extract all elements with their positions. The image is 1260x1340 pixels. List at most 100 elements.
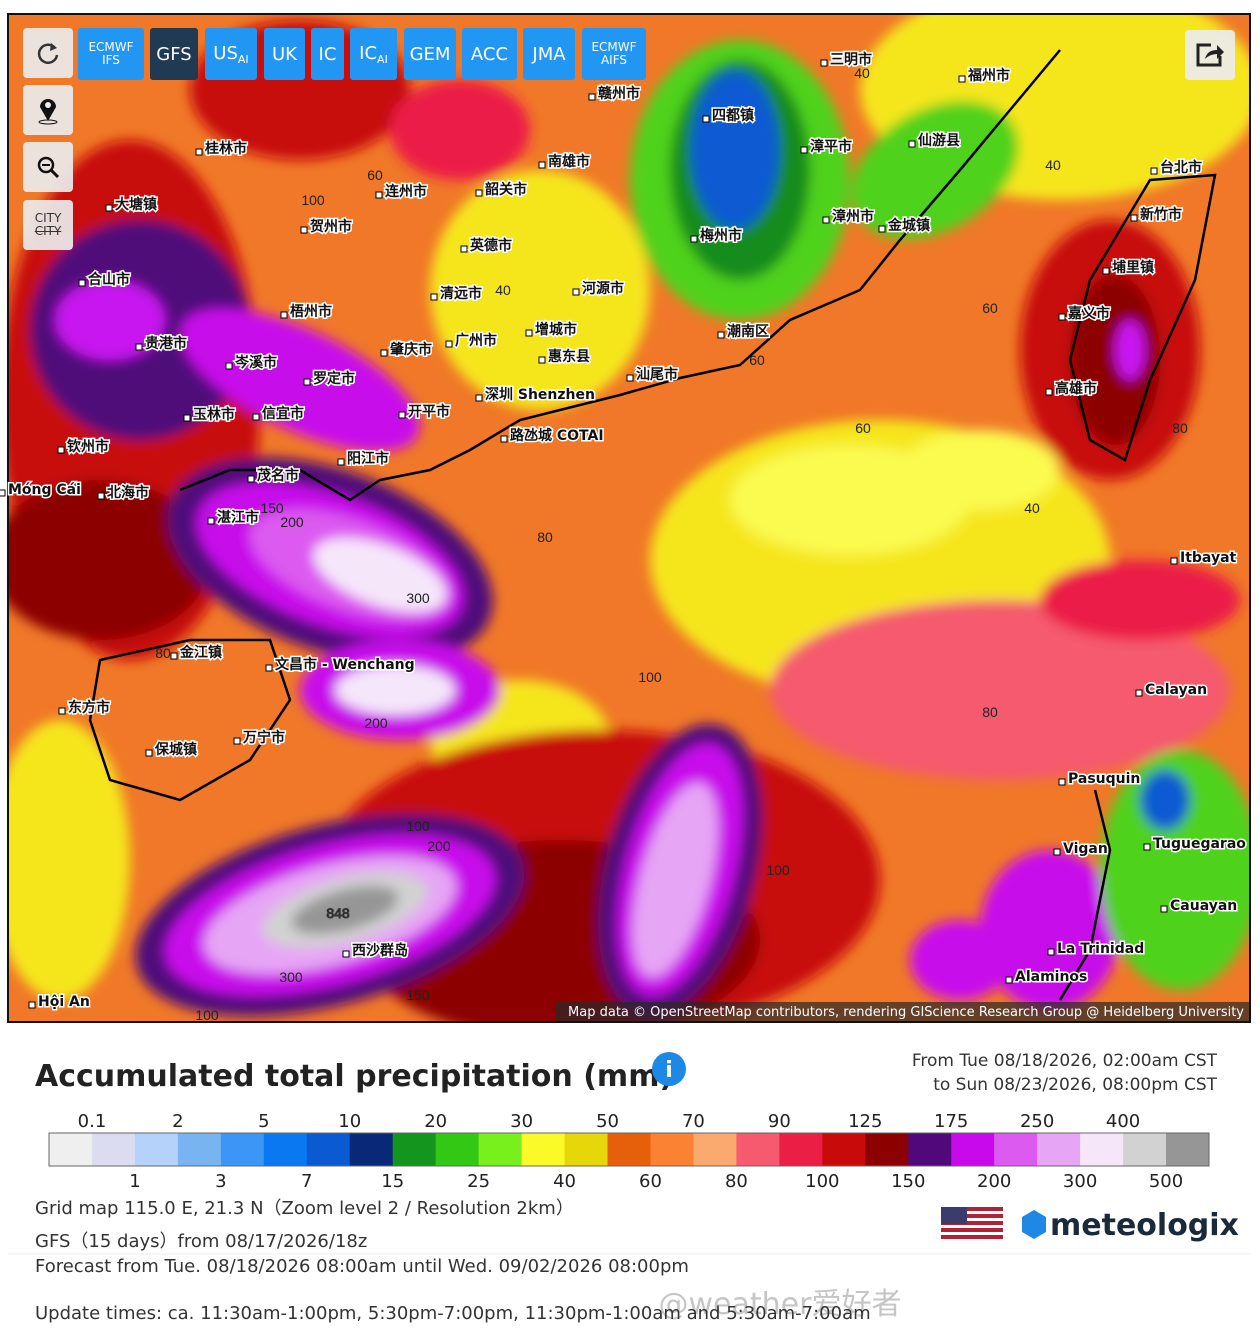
place-marker <box>265 664 273 672</box>
colorbar-label: 70 <box>682 1111 705 1132</box>
colorbar-frame <box>48 1132 1210 1167</box>
contour-label: 150 <box>406 987 430 1003</box>
place-label: 钦州市 <box>67 438 109 455</box>
place-label: Cauayan <box>1170 898 1237 914</box>
model-button-label: US <box>213 42 238 64</box>
contour-label: 100 <box>301 192 325 208</box>
place-marker <box>430 293 438 301</box>
colorbar-cell <box>263 1133 308 1166</box>
place-marker <box>690 235 698 243</box>
location-button[interactable] <box>23 85 73 135</box>
colorbar-cell <box>779 1133 823 1166</box>
model-button-line: ECMWF <box>88 40 134 54</box>
colorbar-label: 300 <box>1063 1171 1097 1192</box>
place-label: 广州市 <box>455 332 497 349</box>
model-button[interactable]: GFS <box>150 28 198 80</box>
place-label: 南雄市 <box>548 153 590 170</box>
model-button[interactable]: GEM <box>404 28 456 80</box>
model-button[interactable]: IC <box>311 28 344 80</box>
model-button[interactable]: ECMWF IFS <box>78 28 144 80</box>
place-label: 埔里镇 <box>1112 259 1154 276</box>
precipitation-field: Map data © OpenStreetMap contributors, r… <box>8 14 1250 1022</box>
model-button-text: JMA <box>532 44 565 65</box>
place-label: Tuguegarao <box>1153 836 1246 852</box>
place-marker <box>183 414 191 422</box>
place-label: 潮南区 <box>727 323 769 340</box>
place-marker <box>475 394 483 402</box>
contour-label: 80 <box>155 645 171 661</box>
contour-label: 80 <box>982 704 998 720</box>
contour-label: 150 <box>260 500 284 516</box>
zoom-icon <box>37 156 60 179</box>
place-marker <box>300 226 308 234</box>
place-marker <box>460 245 468 253</box>
place-label: 合山市 <box>88 271 130 288</box>
refresh-button[interactable] <box>23 28 73 78</box>
grid-info: Grid map 115.0 E, 21.3 N（Zoom level 2 / … <box>35 1198 574 1219</box>
contour-label: 40 <box>1045 157 1061 173</box>
place-marker <box>1058 313 1066 321</box>
colorbar-label: 10 <box>338 1111 361 1132</box>
city-toggle[interactable]: CITY CITY <box>23 200 73 250</box>
colorbar-cell <box>91 1133 136 1166</box>
city-label: CITY <box>34 211 62 225</box>
place-marker <box>1045 388 1053 396</box>
model-button-label: JMA <box>532 43 566 65</box>
place-marker <box>207 517 215 525</box>
colorbar-label: 1 <box>129 1171 140 1192</box>
colorbar-label: 150 <box>891 1171 925 1192</box>
place-label: Alaminos <box>1015 969 1087 985</box>
place-label: 三明市 <box>830 51 872 68</box>
place-marker <box>1005 976 1013 984</box>
contour-label: 100 <box>195 1007 219 1023</box>
place-label: 罗定市 <box>313 370 355 387</box>
model-button[interactable]: JMA <box>523 28 575 80</box>
model-button-line: IFS <box>102 53 120 67</box>
place-label: 万宁市 <box>242 729 285 746</box>
share-button[interactable] <box>1185 30 1235 80</box>
info-icon[interactable] <box>652 1052 686 1086</box>
contour-label: 60 <box>982 300 998 316</box>
place-label: 路氹城 COTAI <box>510 427 604 444</box>
place-marker <box>717 331 725 339</box>
period-to: to Sun 08/23/2026, 08:00pm CST <box>933 1075 1217 1095</box>
contour-label: 60 <box>749 352 765 368</box>
place-marker <box>626 374 634 382</box>
colorbar-cell <box>994 1133 1038 1166</box>
map-border <box>7 13 1251 1023</box>
place-marker <box>525 329 533 337</box>
place-marker <box>145 749 153 757</box>
model-button[interactable]: ACC <box>462 28 517 80</box>
place-marker <box>1160 905 1168 913</box>
model-run: GFS（15 days）from 08/17/2026/18z <box>35 1231 368 1252</box>
place-marker <box>398 411 406 419</box>
place-marker <box>800 146 808 154</box>
place-marker <box>475 189 483 197</box>
place-label: 东方市 <box>68 699 110 716</box>
model-button[interactable]: UK <box>264 28 305 80</box>
colorbar-cell <box>306 1133 351 1166</box>
place-marker <box>538 161 546 169</box>
colorbar-cell <box>220 1133 265 1166</box>
colorbar-label: 175 <box>934 1111 968 1132</box>
place-marker <box>57 446 65 454</box>
coastlines <box>88 49 1217 1001</box>
place-marker <box>500 435 508 443</box>
place-marker <box>225 362 233 370</box>
contour-label: 80 <box>1172 420 1188 436</box>
colorbar-cell <box>607 1133 651 1166</box>
contour-label: 100 <box>766 862 790 878</box>
contour-label: 60 <box>855 420 871 436</box>
colorbar-label: 125 <box>848 1111 882 1132</box>
zoom-button[interactable] <box>23 142 73 192</box>
place-label: 阳江市 <box>347 450 389 467</box>
model-button-text: UK <box>272 44 297 65</box>
colorbar-label: 30 <box>510 1111 533 1132</box>
brand-name: meteologix <box>1050 1208 1239 1243</box>
colorbar-label: 200 <box>977 1171 1011 1192</box>
model-button[interactable]: ECMWF AIFS <box>582 28 646 80</box>
model-button[interactable]: USAI <box>205 28 257 80</box>
colorbar-label: 250 <box>1020 1111 1054 1132</box>
model-button[interactable]: ICAI <box>350 28 397 80</box>
